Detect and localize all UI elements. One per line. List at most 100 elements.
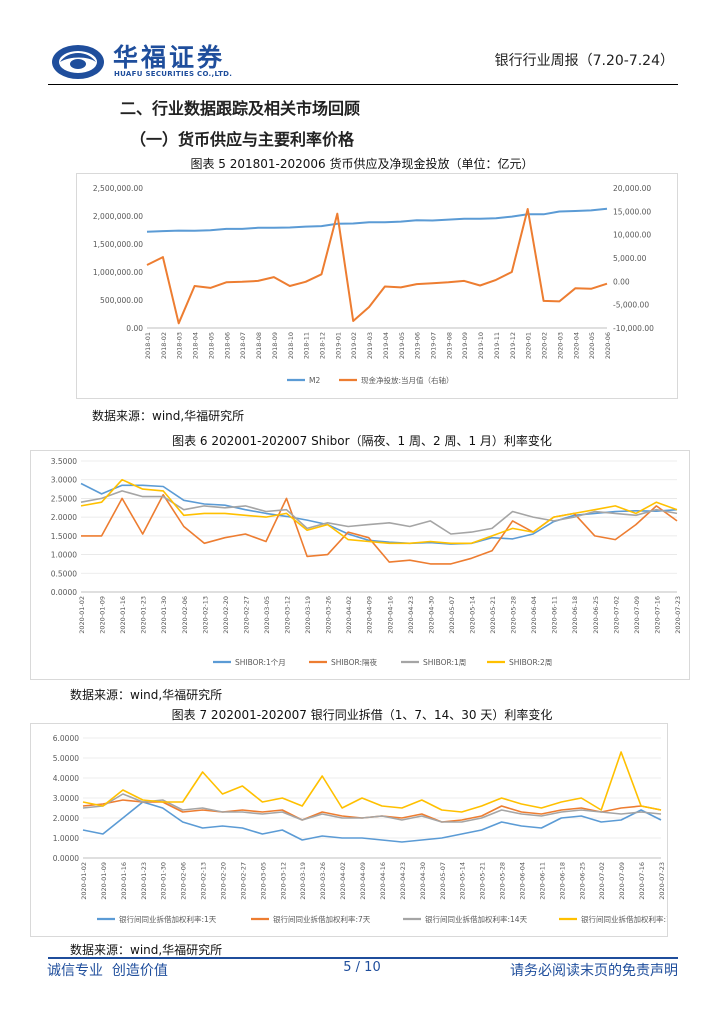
- fig6-xtick: 2020-01-30: [160, 596, 168, 634]
- fig6-xtick: 2020-04-09: [366, 596, 374, 634]
- fig6-legend-label-3: SHIBOR:1周: [423, 658, 466, 667]
- fig6-xtick: 2020-02-13: [201, 596, 209, 634]
- fig6-xtick: 2020-01-02: [78, 596, 86, 634]
- fig7-xtick: 2020-01-02: [80, 862, 88, 900]
- fig5-xtick: 2019-02: [350, 332, 358, 359]
- figure-6-title: 图表 6 202001-202007 Shibor（隔夜、1 周、2 周、1 月…: [172, 434, 552, 448]
- figure-5-source: 数据来源：wind,华福研究所: [92, 409, 245, 423]
- fig5-xtick: 2019-03: [366, 332, 374, 359]
- fig7-ytick: 2.0000: [53, 814, 79, 823]
- fig5-series-line-1: [146, 207, 608, 233]
- fig6-xtick: 2020-03-05: [263, 596, 271, 634]
- fig6-xtick: 2020-06-04: [530, 596, 538, 634]
- figure-7-chart: 6.0000 5.0000 4.0000 3.0000 2.0000 1.0000 0.00…: [30, 723, 686, 937]
- fig7-xtick: 2020-02-06: [180, 862, 188, 900]
- fig7-xtick: 2020-04-16: [379, 862, 387, 900]
- fig5-legend-label-1: M2: [309, 376, 320, 385]
- fig6-xtick: 2020-03-26: [325, 596, 333, 634]
- fig6-ytick: 2.0000: [51, 513, 77, 522]
- fig7-ytick: 6.0000: [53, 734, 79, 743]
- company-logo-icon: [52, 45, 104, 79]
- fig5-ytick: 1,500,000.00: [93, 240, 143, 249]
- fig5-xtick: 2019-01: [334, 332, 342, 359]
- fig5-xtick: 2018-02: [160, 332, 168, 359]
- fig7-xtick: 2020-07-23: [658, 862, 666, 900]
- fig7-xtick: 2020-01-16: [120, 862, 128, 900]
- fig5-xtick: 2018-09: [271, 332, 279, 359]
- fig7-ytick: 4.0000: [53, 774, 79, 783]
- fig5-xtick: 2019-10: [477, 332, 485, 359]
- fig7-xtick: 2020-03-12: [279, 862, 287, 900]
- report-title: 银行行业周报（7.20-7.24）: [494, 53, 674, 69]
- fig7-xtick: 2020-02-13: [200, 862, 208, 900]
- fig7-ytick: 5.0000: [53, 754, 79, 763]
- figure-5-svg: 2,500,000.00 2,000,000.00 1,500,000.00 1,00…: [93, 184, 654, 385]
- fig7-series-line-3: [82, 793, 662, 823]
- figure-6-svg: 3.5000 3.0000 2.5000 2.0000 1.5000 1.0000 0.50…: [51, 457, 682, 667]
- footer-disclaimer: 请务必阅读末页的免责声明: [510, 963, 678, 979]
- fig6-ytick: 1.0000: [51, 551, 77, 560]
- fig5-xtick: 2018-05: [207, 332, 215, 359]
- fig7-xtick: 2020-03-05: [259, 862, 267, 900]
- fig5-ytick: 2,000,000.00: [93, 212, 143, 221]
- fig7-xtick: 2020-01-30: [160, 862, 168, 900]
- fig6-series-line-4: [80, 478, 678, 545]
- figure-7-source: 数据来源：wind,华福研究所: [70, 943, 223, 957]
- fig6-xtick: 2020-02-06: [181, 596, 189, 634]
- fig5-xtick: 2020-02: [541, 332, 549, 359]
- page-number: 5 / 10: [343, 960, 381, 975]
- fig7-xtick: 2020-05-28: [499, 862, 507, 900]
- fig6-xtick: 2020-07-09: [633, 596, 641, 634]
- fig6-xtick: 2020-04-02: [345, 596, 353, 634]
- fig5-xtick: 2018-03: [176, 332, 184, 359]
- fig6-xtick: 2020-02-27: [242, 596, 250, 634]
- fig7-xtick: 2020-04-23: [399, 862, 407, 900]
- fig7-series-line-4: [82, 751, 662, 813]
- fig5-xtick: 2019-07: [430, 332, 438, 359]
- fig5-xtick: 2020-04: [572, 332, 580, 359]
- fig5-xtick: 2019-12: [509, 332, 517, 359]
- fig6-xtick: 2020-04-16: [386, 596, 394, 634]
- fig6-ytick: 1.5000: [51, 532, 77, 541]
- fig6-series-line-1: [80, 482, 678, 545]
- fig7-xtick: 2020-07-02: [598, 862, 606, 900]
- fig5-xtick: 2019-06: [414, 332, 422, 359]
- fig7-xtick: 2020-04-02: [339, 862, 347, 900]
- fig7-xtick: 2020-06-04: [518, 862, 526, 900]
- fig6-xtick: 2020-05-21: [489, 596, 497, 634]
- fig7-series-line-1: [82, 801, 662, 843]
- fig5-xtick: 2020-05: [588, 332, 596, 359]
- fig6-xtick: 2020-06-18: [571, 596, 579, 634]
- fig7-xtick: 2020-02-27: [239, 862, 247, 900]
- fig7-xtick: 2020-04-30: [419, 862, 427, 900]
- fig6-xtick: 2020-04-30: [427, 596, 435, 634]
- subsection-heading: （一）货币供应与主要利率价格: [130, 130, 355, 149]
- fig6-ytick: 3.5000: [51, 457, 77, 466]
- figure-6-chart: 3.5000 3.0000 2.5000 2.0000 1.5000 1.0000 0.50…: [30, 450, 690, 680]
- fig7-legend-label-2: 银行间同业拆借加权利率:7天: [273, 914, 371, 924]
- fig6-ytick: 2.5000: [51, 494, 77, 503]
- fig5-ytick: 500,000.00: [100, 296, 143, 305]
- fig6-xtick: 2020-03-12: [284, 596, 292, 634]
- fig6-ytick: 3.0000: [51, 476, 77, 485]
- fig5-xtick: 2018-04: [192, 332, 200, 359]
- fig6-xtick: 2020-07-23: [674, 596, 682, 634]
- fig5-ytick: 1,000,000.00: [93, 268, 143, 277]
- fig6-xtick: 2020-06-25: [592, 596, 600, 634]
- fig7-xtick: 2020-03-26: [319, 862, 327, 900]
- fig6-xtick: 2020-07-16: [653, 596, 661, 634]
- fig7-xtick: 2020-05-14: [459, 862, 467, 900]
- logo-name-cn: 华福证券: [113, 43, 226, 72]
- fig5-xtick: 2019-04: [382, 332, 390, 359]
- fig5-y2tick: -10,000.00: [613, 324, 654, 333]
- fig6-legend-label-4: SHIBOR:2周: [509, 658, 552, 667]
- fig5-series-line-2: [146, 208, 608, 325]
- fig5-xtick: 2019-11: [493, 332, 501, 359]
- fig6-legend-label-1: SHIBOR:1个月: [235, 658, 286, 667]
- fig7-legend-label-4: 银行间同业拆借加权利率:1个月: [581, 914, 667, 924]
- fig6-ytick: 0.0000: [51, 588, 77, 597]
- fig6-xtick: 2020-05-14: [468, 596, 476, 634]
- fig5-xtick: 2018-07: [239, 332, 247, 359]
- footer-slogan: 诚信专业 创造价值: [47, 963, 168, 979]
- fig7-xtick: 2020-05-21: [479, 862, 487, 900]
